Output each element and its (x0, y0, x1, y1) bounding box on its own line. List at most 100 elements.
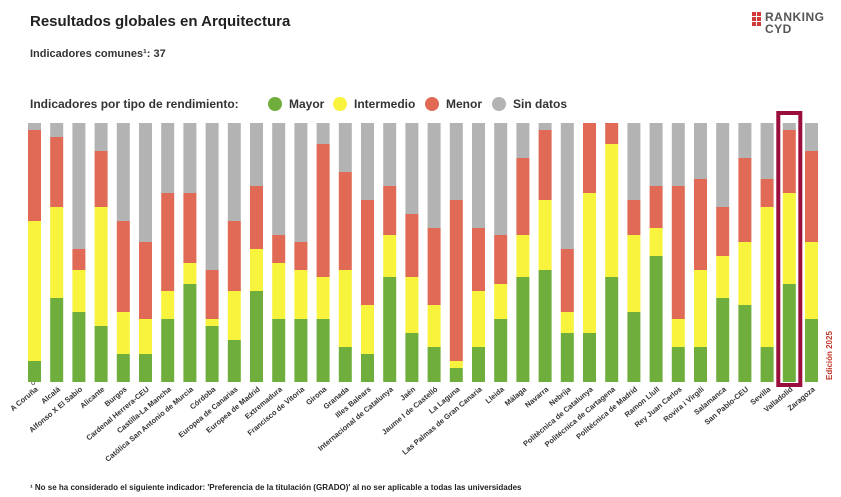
bar-segment-mayor (316, 319, 330, 382)
x-tick-label: A Coruña (8, 384, 40, 413)
bar-segment-menor (449, 200, 463, 361)
bar-segment-sin-datos (516, 123, 530, 158)
bar-segment-mayor (805, 319, 818, 382)
bar-segment-sin-datos (94, 123, 108, 151)
bar-segment-menor (139, 242, 152, 319)
bar-segment-intermedio (694, 270, 707, 347)
bar-segment-mayor (649, 256, 663, 382)
bar-segment-sin-datos (449, 123, 463, 200)
bar-segment-intermedio (738, 242, 752, 305)
logo-square (757, 17, 761, 21)
bar-segment-menor (760, 179, 774, 207)
x-tick-label: Alicante (78, 385, 106, 411)
ranking-cyd-logo: RANKING CYD (752, 10, 832, 36)
chart-subtitle: Indicadores comunes¹: 37 (30, 48, 166, 60)
bar-segment-menor (250, 186, 263, 249)
bar-segment-intermedio (272, 263, 286, 319)
logo-square (752, 22, 756, 26)
bar-segment-menor (50, 137, 64, 207)
bar-segment-menor (361, 200, 374, 305)
bar-segment-menor (94, 151, 108, 207)
bar-segment-menor (338, 172, 352, 270)
legend-dot (268, 97, 282, 111)
bar-segment-sin-datos (805, 123, 818, 151)
bar-segment-menor (183, 193, 197, 263)
bar-segment-mayor (294, 319, 308, 382)
bar-segment-intermedio (649, 228, 663, 256)
bar-segment-mayor (161, 319, 175, 382)
bar-segment-intermedio (538, 200, 552, 270)
bar-segment-mayor (538, 270, 552, 382)
bar-segment-mayor (405, 333, 419, 382)
bar-segment-sin-datos (72, 123, 86, 249)
bar-segment-menor (694, 179, 707, 270)
bar-segment-sin-datos (538, 123, 552, 130)
bar-segment-sin-datos (738, 123, 752, 158)
bar-segment-intermedio (805, 242, 818, 319)
bar-segment-mayor (472, 347, 485, 382)
bar-segment-menor (294, 242, 308, 270)
bar-segment-menor (649, 186, 663, 228)
bar-segment-intermedio (316, 277, 330, 319)
bar-segment-sin-datos (716, 123, 730, 207)
bar-segment-intermedio (361, 305, 374, 354)
x-tick-label: Navarra (523, 384, 551, 409)
bar-segment-mayor (738, 305, 752, 382)
bar-segment-intermedio (183, 263, 197, 284)
bar-segment-sin-datos (472, 123, 485, 228)
bar-segment-menor (28, 130, 41, 221)
bar-segment-intermedio (227, 291, 241, 340)
bar-segment-intermedio (427, 305, 441, 347)
bar-segment-intermedio (139, 319, 152, 354)
bar-segment-mayor (494, 319, 508, 382)
bar-segment-menor (383, 186, 397, 235)
bar-segment-menor (583, 123, 596, 193)
bar-segment-menor (405, 214, 419, 277)
bar-segment-menor (494, 235, 508, 284)
bar-segment-mayor (516, 277, 530, 382)
edition-label: Edición 2025 (825, 331, 834, 380)
bar-segment-intermedio (449, 361, 463, 368)
bar-segment-mayor (605, 277, 619, 382)
bar-segment-intermedio (716, 256, 730, 298)
legend-dot (425, 97, 439, 111)
bar-segment-sin-datos (649, 123, 663, 186)
bar-segment-sin-datos (227, 123, 241, 221)
bar-segment-mayor (583, 333, 596, 382)
bar-segment-menor (560, 249, 574, 312)
bar-segment-mayor (627, 312, 641, 382)
bar-segment-sin-datos (627, 123, 641, 200)
bar-segment-sin-datos (782, 123, 796, 130)
bar-segment-mayor (361, 354, 374, 382)
bar-segment-intermedio (472, 291, 485, 347)
bar-segment-sin-datos (338, 123, 352, 172)
highlight-frame (776, 111, 803, 387)
bar-segment-sin-datos (316, 123, 330, 144)
bar-segment-mayor (449, 368, 463, 382)
bar-segment-sin-datos (383, 123, 397, 186)
y-tick-label: 0 (31, 378, 36, 387)
bar-segment-intermedio (338, 270, 352, 347)
logo-square (757, 12, 761, 16)
bar-segment-mayor (760, 347, 774, 382)
bar-segment-intermedio (671, 319, 685, 347)
bar-segment-menor (782, 130, 796, 193)
legend-dot (333, 97, 347, 111)
chart-title: Resultados globales en Arquitectura (30, 13, 291, 30)
bar-segment-sin-datos (205, 123, 219, 270)
bar-segment-sin-datos (139, 123, 152, 242)
footnote: ¹ No se ha considerado el siguiente indi… (30, 483, 522, 492)
legend-title: Indicadores por tipo de rendimiento: (30, 97, 239, 111)
bar-segment-intermedio (250, 249, 263, 291)
bar-segment-sin-datos (694, 123, 707, 179)
bar-segment-intermedio (782, 193, 796, 284)
bar-segment-menor (738, 158, 752, 242)
bar-segment-mayor (694, 347, 707, 382)
bar-segment-menor (627, 200, 641, 235)
bar-segment-intermedio (760, 207, 774, 347)
legend-item-mayor: Mayor (268, 96, 324, 112)
bar-segment-mayor (116, 354, 130, 382)
bar-segment-menor (472, 228, 485, 291)
legend-label: Sin datos (513, 97, 568, 111)
